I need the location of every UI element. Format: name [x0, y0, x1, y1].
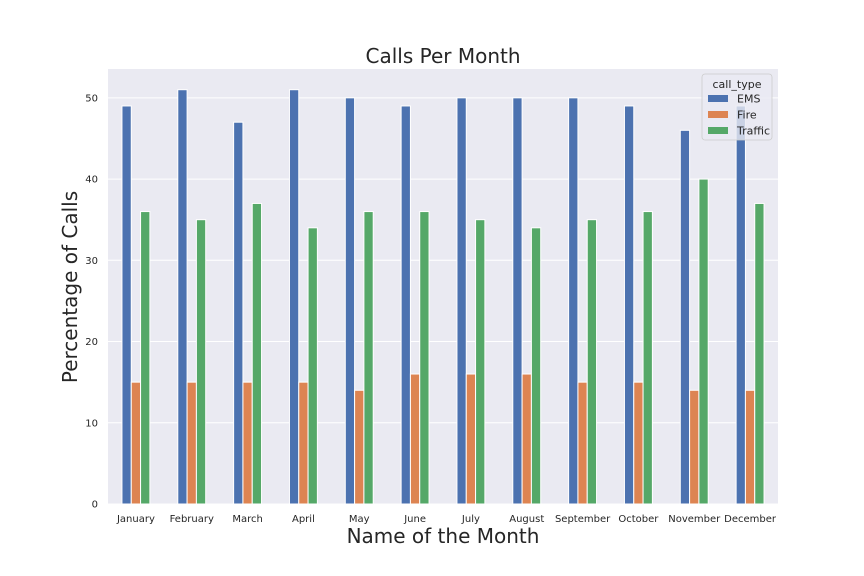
- bar-ems: [735, 105, 746, 505]
- bar-group: [233, 121, 263, 505]
- bar-group: [623, 105, 653, 505]
- bar-ems: [288, 89, 300, 505]
- x-tick-labels: January February March April May June July Augu…: [116, 514, 777, 525]
- x-tick-label: February: [170, 514, 214, 525]
- bar-traffic: [698, 178, 709, 505]
- bar-group: [177, 89, 207, 505]
- x-tick-label: July: [461, 514, 480, 525]
- bar-traffic: [140, 211, 151, 505]
- bar-traffic: [530, 227, 542, 505]
- bar-group: [288, 89, 318, 505]
- legend: call_type EMS Fire Traffic: [701, 73, 773, 141]
- bar-fire: [577, 381, 588, 505]
- bar-group: [400, 105, 430, 505]
- legend-items: EMS Fire Traffic: [708, 93, 770, 138]
- y-tick-label: 0: [92, 500, 98, 511]
- x-tick-label: March: [232, 514, 262, 525]
- y-tick-label: 30: [85, 256, 98, 267]
- y-tick-label: 20: [85, 337, 98, 348]
- bar-fire: [354, 389, 365, 505]
- bars: [121, 89, 765, 505]
- x-tick-label: April: [292, 514, 315, 525]
- bar-fire: [409, 373, 421, 505]
- bar-fire: [633, 381, 644, 505]
- bar-fire: [130, 381, 142, 505]
- y-tick-label: 50: [85, 93, 98, 104]
- x-tick-label: August: [509, 514, 544, 525]
- bar-group: [121, 105, 151, 505]
- bar-traffic: [642, 211, 653, 505]
- bar-traffic: [754, 202, 765, 505]
- bar-group: [735, 105, 765, 505]
- x-tick-label: September: [555, 514, 611, 525]
- bar-traffic: [251, 202, 263, 505]
- legend-box: [701, 73, 773, 141]
- bar-group: [344, 97, 374, 505]
- bar-ems: [344, 97, 356, 505]
- bar-fire: [298, 381, 309, 505]
- legend-label: Fire: [737, 109, 757, 122]
- bar-fire: [242, 381, 253, 505]
- bar-ems: [177, 89, 188, 505]
- legend-swatch: [708, 95, 728, 102]
- bar-fire: [465, 373, 477, 505]
- bar-traffic: [195, 219, 207, 505]
- y-axis-label: Percentage of Calls: [58, 191, 82, 383]
- legend-item: Traffic: [708, 125, 770, 138]
- bar-ems: [623, 105, 635, 505]
- bar-group: [456, 97, 486, 505]
- bar-traffic: [363, 211, 374, 505]
- legend-item: Fire: [708, 109, 757, 122]
- bar-traffic: [307, 227, 318, 505]
- bar-ems: [233, 121, 244, 505]
- bar-fire: [744, 389, 756, 505]
- bar-ems: [679, 129, 691, 505]
- bar-traffic: [586, 219, 598, 505]
- bar-ems: [512, 97, 523, 505]
- bar-fire: [689, 389, 700, 505]
- bar-ems: [121, 105, 132, 505]
- bar-traffic: [419, 211, 430, 505]
- legend-swatch: [708, 111, 728, 118]
- x-tick-label: November: [668, 514, 721, 525]
- bar-ems: [400, 105, 411, 505]
- y-tick-label: 40: [85, 175, 98, 186]
- plot-background: [108, 69, 778, 504]
- legend-swatch: [708, 127, 728, 134]
- bar-group: [679, 129, 709, 505]
- chart-title: Calls Per Month: [365, 44, 520, 68]
- x-axis-label: Name of the Month: [347, 524, 540, 548]
- grid-lines: [108, 97, 778, 505]
- bar-ems: [568, 97, 579, 505]
- x-tick-label: January: [116, 514, 155, 525]
- legend-label: EMS: [737, 93, 760, 106]
- x-tick-label: June: [403, 514, 426, 525]
- bar-ems: [456, 97, 467, 505]
- bar-fire: [186, 381, 197, 505]
- legend-label: Traffic: [736, 125, 770, 138]
- x-tick-label: May: [349, 514, 370, 525]
- legend-title: call_type: [713, 78, 762, 91]
- bar-fire: [521, 373, 532, 505]
- x-tick-label: December: [724, 514, 777, 525]
- y-tick-label: 10: [85, 418, 98, 429]
- x-tick-label: October: [618, 514, 659, 525]
- bar-group: [568, 97, 598, 505]
- bar-traffic: [475, 219, 486, 505]
- y-tick-labels: 0 10 20 30 40 50: [85, 93, 98, 510]
- legend-item: EMS: [708, 93, 760, 106]
- bar-group: [512, 97, 542, 505]
